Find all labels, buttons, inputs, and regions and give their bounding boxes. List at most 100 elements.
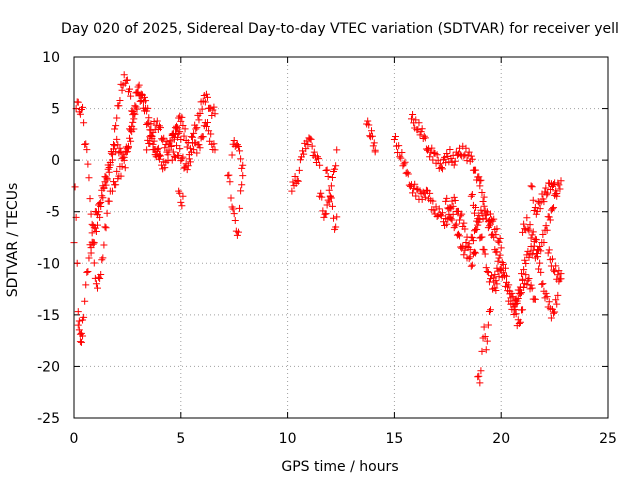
data-point <box>294 177 302 185</box>
data-point <box>308 142 316 150</box>
data-point <box>79 332 87 340</box>
data-point <box>230 136 238 144</box>
data-point <box>332 223 340 231</box>
data-point <box>531 295 539 303</box>
data-point <box>551 179 559 187</box>
data-point <box>460 251 468 259</box>
data-point <box>107 149 115 157</box>
data-point <box>493 248 501 256</box>
data-point <box>416 131 424 139</box>
data-point <box>73 259 81 267</box>
data-point <box>534 253 542 261</box>
data-point <box>483 208 491 216</box>
data-point <box>80 119 88 127</box>
data-point <box>421 193 429 201</box>
data-point <box>103 209 111 217</box>
data-point <box>529 246 537 254</box>
data-point <box>416 187 424 195</box>
data-point <box>143 146 151 154</box>
data-point <box>149 140 157 148</box>
data-point <box>509 293 517 301</box>
data-point <box>553 300 561 308</box>
data-point <box>407 115 415 123</box>
chart-title: Day 020 of 2025, Sidereal Day-to-day VTE… <box>61 21 619 37</box>
data-point <box>495 238 503 246</box>
data-point <box>300 150 308 158</box>
data-point <box>142 97 150 105</box>
data-point <box>490 278 498 286</box>
data-point <box>479 197 487 205</box>
data-point <box>116 144 124 152</box>
data-point <box>155 122 163 130</box>
data-point <box>76 338 84 346</box>
data-point <box>323 166 331 174</box>
data-point <box>409 111 417 119</box>
data-point <box>118 162 126 170</box>
y-tick-label: 10 <box>42 50 60 66</box>
data-point <box>463 254 471 262</box>
y-tick-label: 5 <box>51 102 60 118</box>
data-point <box>522 271 530 279</box>
data-point <box>480 246 488 254</box>
data-point <box>548 255 556 263</box>
data-point <box>477 206 485 214</box>
data-point <box>391 132 399 140</box>
data-point <box>113 167 121 175</box>
data-point <box>495 273 503 281</box>
data-point <box>411 180 419 188</box>
data-point <box>82 140 90 148</box>
data-point <box>144 104 152 112</box>
data-point <box>524 276 532 284</box>
data-point <box>485 222 493 230</box>
data-point <box>553 192 561 200</box>
data-point <box>196 109 204 117</box>
data-point <box>544 249 552 257</box>
data-point <box>468 261 476 269</box>
data-point <box>185 155 193 163</box>
data-point <box>410 184 418 192</box>
data-point <box>400 160 408 168</box>
data-point <box>512 310 520 318</box>
data-point <box>467 152 475 160</box>
data-point <box>542 289 550 297</box>
data-point <box>466 246 474 254</box>
data-point <box>193 124 201 132</box>
data-point <box>371 148 379 156</box>
data-point <box>476 379 484 387</box>
data-point <box>97 271 105 279</box>
data-point <box>170 133 178 141</box>
y-axis-label: SDTVAR / TECUs <box>5 183 21 298</box>
data-point <box>317 189 325 197</box>
data-point <box>435 205 443 213</box>
data-point <box>77 338 85 346</box>
data-point <box>210 140 218 148</box>
data-point <box>327 194 335 202</box>
data-point <box>527 234 535 242</box>
data-point <box>102 224 110 232</box>
data-point <box>130 125 138 133</box>
data-point <box>489 230 497 238</box>
data-point <box>134 89 142 97</box>
data-point <box>155 155 163 163</box>
data-point <box>390 136 398 144</box>
data-point <box>133 105 141 113</box>
data-point <box>295 166 303 174</box>
data-point <box>545 246 553 254</box>
data-point <box>367 133 375 141</box>
data-point <box>93 284 101 292</box>
data-point <box>465 240 473 248</box>
data-point <box>98 256 106 264</box>
data-point <box>520 266 528 274</box>
data-point <box>195 141 203 149</box>
data-point <box>307 135 315 143</box>
data-point <box>123 148 131 156</box>
data-point <box>96 275 104 283</box>
data-point <box>482 211 490 219</box>
x-tick-label: 0 <box>70 431 79 447</box>
data-point <box>545 213 553 221</box>
data-point <box>99 194 107 202</box>
data-point <box>546 216 554 224</box>
data-point <box>176 189 184 197</box>
data-point <box>81 140 89 148</box>
data-point <box>101 223 109 231</box>
